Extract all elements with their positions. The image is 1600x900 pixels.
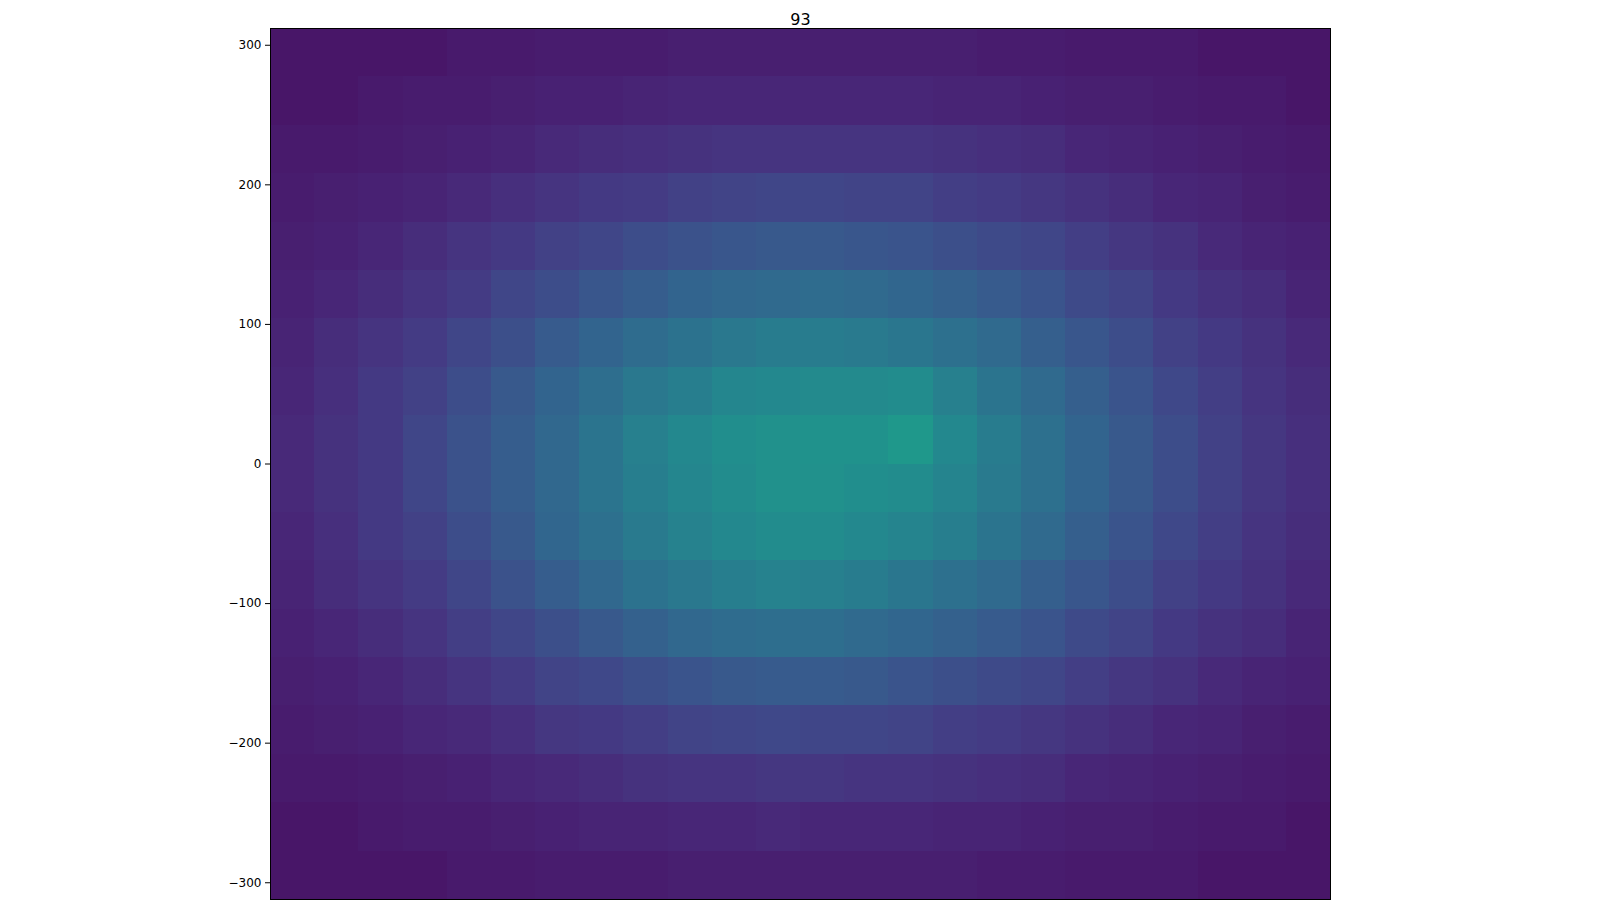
svg-text:300: 300 — [239, 38, 262, 52]
svg-text:−100: −100 — [229, 596, 262, 610]
svg-text:100: 100 — [239, 317, 262, 331]
svg-text:−300: −300 — [229, 876, 262, 890]
svg-text:−200: −200 — [229, 736, 262, 750]
svg-text:93: 93 — [790, 10, 810, 29]
svg-text:0: 0 — [254, 457, 262, 471]
svg-text:200: 200 — [239, 178, 262, 192]
